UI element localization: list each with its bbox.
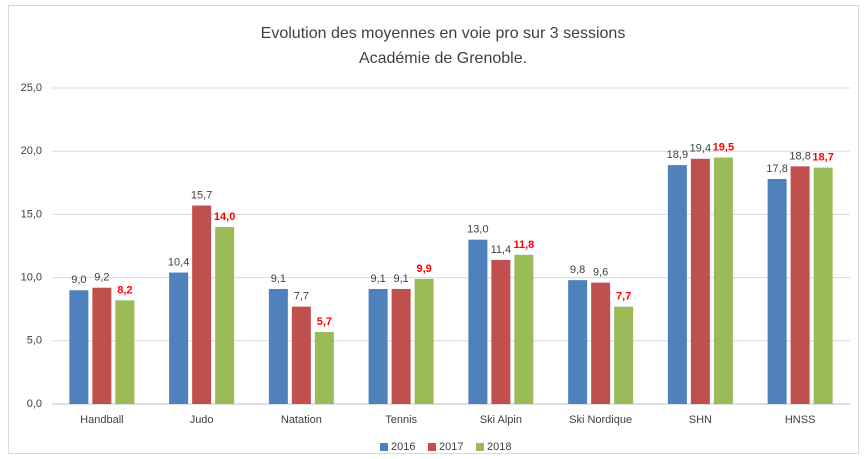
chart-subtitle: Académie de Grenoble. xyxy=(359,50,527,67)
bar xyxy=(790,166,810,404)
bar xyxy=(69,290,89,404)
data-label: 9,1 xyxy=(370,273,385,285)
bar xyxy=(813,167,833,404)
legend-swatch xyxy=(380,443,388,451)
bar xyxy=(368,288,388,404)
data-label: 9,6 xyxy=(593,267,608,279)
data-label: 15,7 xyxy=(191,189,212,201)
y-tick-label: 5,0 xyxy=(27,335,42,347)
x-tick-label: Natation xyxy=(281,414,322,426)
y-tick-label: 0,0 xyxy=(27,398,42,410)
bar xyxy=(468,239,488,404)
bar xyxy=(667,165,687,404)
data-label: 11,4 xyxy=(491,244,512,256)
data-label: 5,7 xyxy=(317,316,332,328)
bar xyxy=(713,157,733,404)
legend-label: 2017 xyxy=(439,441,463,453)
bar xyxy=(491,259,511,404)
x-tick-label: HNSS xyxy=(785,414,816,426)
y-tick-label: 15,0 xyxy=(21,208,42,220)
data-label: 19,5 xyxy=(713,141,734,153)
bar xyxy=(92,287,112,404)
y-tick-label: 20,0 xyxy=(21,145,42,157)
bar xyxy=(514,254,534,404)
data-label: 9,8 xyxy=(570,264,585,276)
bar xyxy=(115,300,135,404)
bar xyxy=(414,278,434,404)
bar xyxy=(192,205,212,404)
bar xyxy=(690,158,710,404)
data-label: 9,2 xyxy=(94,272,109,284)
data-label: 13,0 xyxy=(467,224,488,236)
y-tick-label: 10,0 xyxy=(21,272,42,284)
bar xyxy=(215,227,235,404)
x-tick-label: SHN xyxy=(689,414,712,426)
bar xyxy=(591,282,611,404)
data-label: 7,7 xyxy=(616,291,631,303)
bar xyxy=(614,306,634,404)
x-tick-label: Handball xyxy=(80,414,123,426)
bar xyxy=(169,272,189,404)
bar xyxy=(568,280,588,404)
x-tick-label: Ski Alpin xyxy=(480,414,522,426)
bar xyxy=(767,179,787,404)
data-label: 9,9 xyxy=(416,263,431,275)
data-label: 17,8 xyxy=(766,163,787,175)
data-label: 18,9 xyxy=(667,149,688,161)
data-label: 11,8 xyxy=(513,239,534,251)
data-label: 18,8 xyxy=(789,150,810,162)
bar xyxy=(291,306,311,404)
legend-label: 2018 xyxy=(487,441,511,453)
bar xyxy=(391,288,411,404)
x-tick-label: Judo xyxy=(190,414,214,426)
data-label: 9,1 xyxy=(271,273,286,285)
bar xyxy=(314,331,334,404)
data-label: 19,4 xyxy=(690,143,711,155)
y-tick-label: 25,0 xyxy=(21,82,42,94)
legend-swatch xyxy=(428,443,436,451)
data-label: 8,2 xyxy=(117,284,132,296)
data-label: 10,4 xyxy=(168,256,189,268)
bar xyxy=(268,288,288,404)
data-label: 9,0 xyxy=(71,274,86,286)
x-tick-label: Ski Nordique xyxy=(569,414,632,426)
data-label: 14,0 xyxy=(214,211,235,223)
chart-title: Evolution des moyennes en voie pro sur 3… xyxy=(261,25,626,42)
data-label: 18,7 xyxy=(812,152,833,164)
x-tick-label: Tennis xyxy=(385,414,417,426)
data-label: 7,7 xyxy=(294,291,309,303)
legend-swatch xyxy=(476,443,484,451)
legend-label: 2016 xyxy=(391,441,415,453)
data-label: 9,1 xyxy=(393,273,408,285)
